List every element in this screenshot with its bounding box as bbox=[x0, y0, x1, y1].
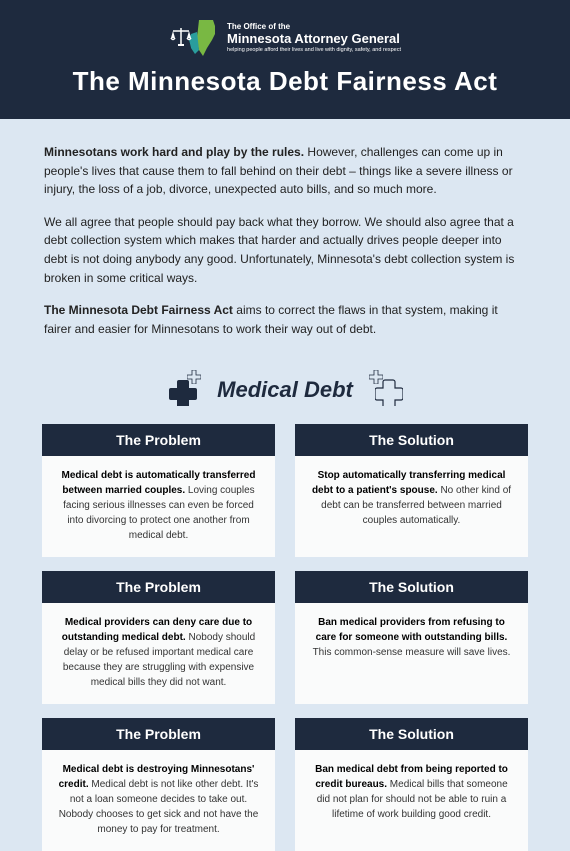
office-line2: Minnesota Attorney General bbox=[227, 32, 401, 46]
card-solution-1: The Solution Ban medical providers from … bbox=[295, 571, 528, 704]
card-header-problem: The Problem bbox=[42, 718, 275, 750]
card-solution-0: The Solution Stop automatically transfer… bbox=[295, 424, 528, 557]
intro-p2: We all agree that people should pay back… bbox=[44, 213, 526, 287]
card-body: Medical providers can deny care due to o… bbox=[42, 603, 275, 704]
intro-p1: Minnesotans work hard and play by the ru… bbox=[44, 143, 526, 199]
card-problem-0: The Problem Medical debt is automaticall… bbox=[42, 424, 275, 557]
card-body: Ban medical providers from refusing to c… bbox=[295, 603, 528, 674]
main-title: The Minnesota Debt Fairness Act bbox=[20, 66, 550, 97]
card-solution-2: The Solution Ban medical debt from being… bbox=[295, 718, 528, 851]
intro-p3-bold: The Minnesota Debt Fairness Act bbox=[44, 303, 233, 317]
mn-logo-icon bbox=[169, 18, 219, 58]
card-body: Stop automatically transferring medical … bbox=[295, 456, 528, 542]
section-title-text: Medical Debt bbox=[217, 377, 353, 403]
section-title-row: Medical Debt bbox=[0, 364, 570, 424]
office-text: The Office of the Minnesota Attorney Gen… bbox=[227, 23, 401, 52]
card-body: Medical debt is automatically transferre… bbox=[42, 456, 275, 557]
header: The Office of the Minnesota Attorney Gen… bbox=[0, 0, 570, 119]
card-header-solution: The Solution bbox=[295, 571, 528, 603]
card-body: Ban medical debt from being reported to … bbox=[295, 750, 528, 836]
card-body: Medical debt is destroying Minnesotans' … bbox=[42, 750, 275, 851]
plus-icon-right bbox=[367, 370, 407, 410]
plus-icon-left bbox=[163, 370, 203, 410]
card-problem-2: The Problem Medical debt is destroying M… bbox=[42, 718, 275, 851]
card-header-problem: The Problem bbox=[42, 571, 275, 603]
card-header-problem: The Problem bbox=[42, 424, 275, 456]
cards-grid: The Problem Medical debt is automaticall… bbox=[0, 424, 570, 851]
intro-p1-bold: Minnesotans work hard and play by the ru… bbox=[44, 145, 304, 159]
intro-p3: The Minnesota Debt Fairness Act aims to … bbox=[44, 301, 526, 338]
card-header-solution: The Solution bbox=[295, 718, 528, 750]
logo-area: The Office of the Minnesota Attorney Gen… bbox=[20, 18, 550, 58]
card-problem-1: The Problem Medical providers can deny c… bbox=[42, 571, 275, 704]
card-header-solution: The Solution bbox=[295, 424, 528, 456]
office-line3: helping people afford their lives and li… bbox=[227, 47, 401, 53]
intro-section: Minnesotans work hard and play by the ru… bbox=[0, 119, 570, 364]
